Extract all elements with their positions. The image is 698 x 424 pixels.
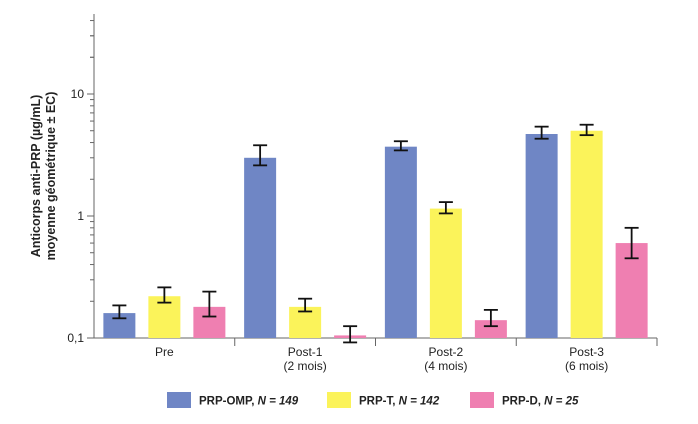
y-axis-title: Anticorps anti-PRP (µg/mL) moyenne géomét… — [29, 92, 58, 261]
bar — [525, 134, 558, 338]
y-tick-label: 1 — [77, 209, 84, 223]
y-axis-title-line1: Anticorps anti-PRP (µg/mL) — [29, 95, 43, 258]
legend-label: PRP-T, N = 142 — [359, 396, 440, 408]
legend-swatch — [327, 392, 351, 408]
x-category-label: Pre — [155, 345, 174, 359]
y-tick-label: 0,1 — [67, 331, 84, 345]
bars — [103, 130, 648, 338]
x-category-sublabel: (2 mois) — [283, 359, 326, 373]
x-category-sublabel: (6 mois) — [565, 359, 608, 373]
bar — [429, 208, 462, 338]
legend-label: PRP-OMP, N = 149 — [199, 396, 299, 408]
x-category-label: Post-3 — [569, 345, 604, 359]
error-bars — [112, 123, 639, 344]
legend-swatch — [470, 392, 494, 408]
x-category-label: Post-1 — [288, 345, 323, 359]
y-tick-label: 10 — [71, 87, 85, 101]
axes — [87, 14, 658, 346]
y-axis-title-line2: moyenne géométrique ± EC) — [44, 92, 58, 261]
legend-swatch — [167, 392, 191, 408]
bar — [244, 157, 277, 338]
legend: PRP-OMP, N = 149 PRP-T, N = 142 PRP-D, N =… — [167, 392, 579, 408]
bar — [570, 130, 603, 338]
legend-label: PRP-D, N = 25 — [502, 396, 579, 408]
bar — [384, 146, 417, 338]
labels: 0,1 1 10 Anticorps anti-PRP (µg/mL) moyenne … — [29, 87, 608, 373]
x-category-sublabel: (4 mois) — [424, 359, 467, 373]
bar — [474, 320, 507, 338]
x-category-label: Post-2 — [429, 345, 464, 359]
